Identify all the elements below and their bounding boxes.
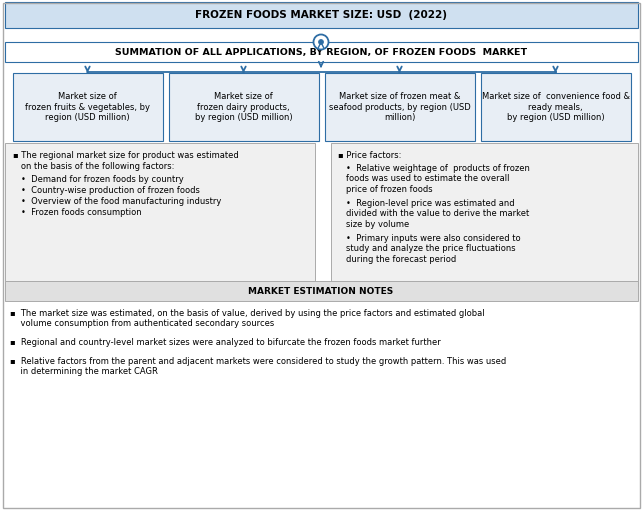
- Bar: [325, 73, 475, 141]
- Text: on the basis of the following factors:: on the basis of the following factors:: [13, 162, 174, 171]
- Text: ▪ The regional market size for product was estimated: ▪ The regional market size for product w…: [13, 151, 239, 160]
- Text: •  Region-level price was estimated and
divided with the value to derive the mar: • Region-level price was estimated and d…: [347, 199, 530, 229]
- Text: Market size of
frozen dairy products,
by region (USD million): Market size of frozen dairy products, by…: [195, 92, 293, 122]
- Text: FROZEN FOODS MARKET SIZE: USD  (2022): FROZEN FOODS MARKET SIZE: USD (2022): [195, 10, 447, 20]
- Circle shape: [314, 35, 329, 50]
- Circle shape: [318, 39, 323, 44]
- Bar: [5, 42, 638, 62]
- Text: Market size of
frozen fruits & vegetables, by
region (USD million): Market size of frozen fruits & vegetable…: [25, 92, 150, 122]
- Text: MARKET ESTIMATION NOTES: MARKET ESTIMATION NOTES: [248, 287, 394, 295]
- Text: •  Relative weightage of  products of frozen
foods was used to estimate the over: • Relative weightage of products of froz…: [347, 164, 530, 194]
- Text: Market size of frozen meat &
seafood products, by region (USD
million): Market size of frozen meat & seafood pro…: [329, 92, 471, 122]
- Bar: [5, 2, 638, 28]
- Bar: [480, 73, 631, 141]
- Bar: [331, 143, 638, 286]
- Text: ▪  Relative factors from the parent and adjacent markets were considered to stud: ▪ Relative factors from the parent and a…: [10, 357, 506, 377]
- Text: •  Primary inputs were also considered to
study and analyze the price fluctuatio: • Primary inputs were also considered to…: [347, 234, 521, 264]
- Text: SUMMATION OF ALL APPLICATIONS, BY REGION, OF FROZEN FOODS  MARKET: SUMMATION OF ALL APPLICATIONS, BY REGION…: [115, 48, 527, 57]
- Text: •  Demand for frozen foods by country: • Demand for frozen foods by country: [21, 175, 184, 184]
- Text: •  Overview of the food manufacturing industry: • Overview of the food manufacturing ind…: [21, 197, 221, 206]
- Bar: [12, 73, 163, 141]
- Text: •  Country-wise production of frozen foods: • Country-wise production of frozen food…: [21, 186, 200, 195]
- Bar: [5, 281, 638, 301]
- Bar: [168, 73, 318, 141]
- Bar: [5, 143, 315, 286]
- Text: ▪ Price factors:: ▪ Price factors:: [338, 151, 402, 160]
- Text: Market size of  convenience food &
ready meals,
by region (USD million): Market size of convenience food & ready …: [482, 92, 629, 122]
- Text: •  Frozen foods consumption: • Frozen foods consumption: [21, 208, 141, 217]
- Text: ▪  The market size was estimated, on the basis of value, derived by using the pr: ▪ The market size was estimated, on the …: [10, 309, 485, 329]
- Text: ▪  Regional and country-level market sizes were analyzed to bifurcate the frozen: ▪ Regional and country-level market size…: [10, 338, 440, 347]
